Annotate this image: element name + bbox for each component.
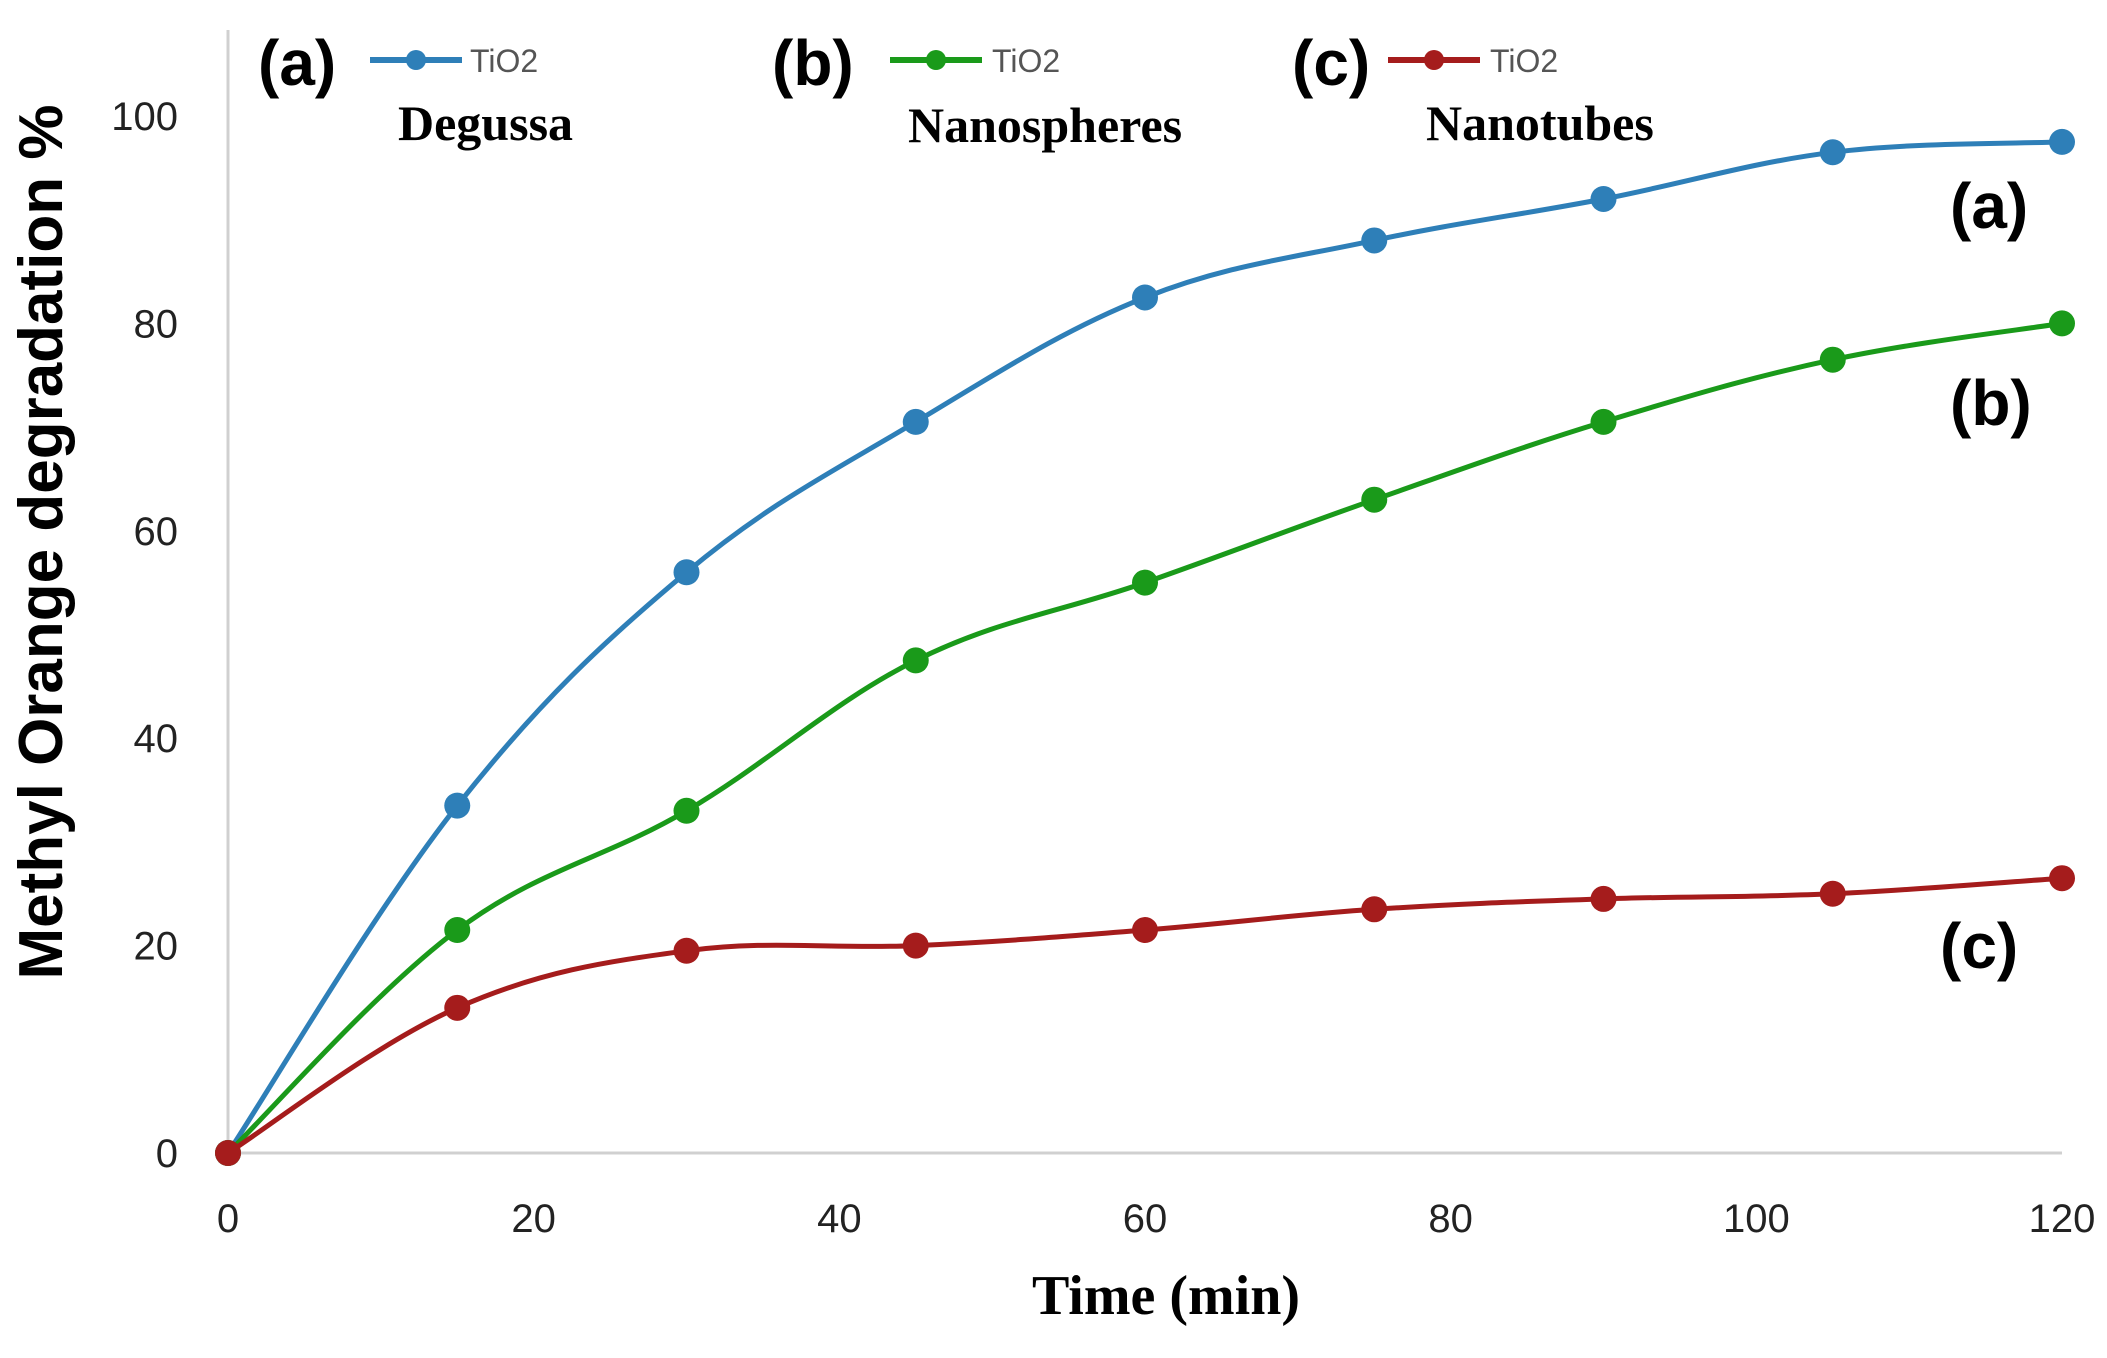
- y-tick-label: 60: [134, 510, 179, 554]
- y-tick-label: 20: [134, 925, 179, 969]
- x-tick-label: 20: [511, 1197, 556, 1241]
- curve-label-c: (c): [1940, 910, 2018, 982]
- data-point: [2049, 128, 2075, 155]
- x-tick-label: 40: [817, 1197, 862, 1241]
- data-point: [1819, 139, 1846, 166]
- legend-name-b: TiO2: [992, 43, 1060, 79]
- data-point: [1361, 486, 1388, 513]
- legend-tag-a: (a): [258, 27, 336, 99]
- legend-sub-c: Nanotubes: [1426, 95, 1654, 151]
- curve-labels: (a) (b) (c): [1940, 170, 2032, 982]
- legend-entry-a: (a) TiO2 Degussa: [258, 27, 573, 151]
- data-point: [444, 917, 471, 944]
- data-point: [902, 932, 929, 959]
- legend-tag-c: (c): [1292, 27, 1370, 99]
- x-axis-title: Time (min): [1032, 1265, 1300, 1327]
- data-point: [1590, 185, 1617, 212]
- data-point: [444, 792, 471, 819]
- data-point: [1590, 408, 1617, 435]
- x-tick-label: 100: [1723, 1197, 1790, 1241]
- curve-label-a: (a): [1950, 170, 2028, 242]
- legend-entry-b: (b) TiO2 Nanospheres: [772, 27, 1182, 153]
- x-tick-label: 120: [2029, 1197, 2096, 1241]
- series-degussa: [215, 128, 2075, 1166]
- y-tick-label: 100: [111, 95, 178, 139]
- axes: [226, 30, 2062, 1155]
- legend-name-c: TiO2: [1490, 43, 1558, 79]
- y-axis-title: Methyl Orange degradation %: [7, 104, 76, 979]
- data-point: [902, 647, 929, 674]
- data-point: [673, 937, 700, 964]
- x-tick-label: 60: [1123, 1197, 1168, 1241]
- data-point: [1819, 346, 1846, 373]
- data-point: [1132, 569, 1158, 596]
- data-point: [1361, 227, 1388, 254]
- data-point: [2049, 310, 2075, 337]
- legend: (a) TiO2 Degussa (b) TiO2 Nanospheres (c…: [258, 27, 1654, 153]
- data-point: [673, 797, 700, 824]
- x-tick-label: 0: [217, 1197, 239, 1241]
- legend-sub-b: Nanospheres: [908, 97, 1182, 153]
- x-tick-labels: 0 20 40 60 80 100 120: [217, 1197, 2096, 1241]
- data-point: [444, 994, 471, 1021]
- series-nanotubes: [215, 865, 2075, 1166]
- x-tick-label: 80: [1428, 1197, 1473, 1241]
- plot-series: [215, 128, 2075, 1166]
- data-point: [215, 1140, 241, 1166]
- legend-entry-c: (c) TiO2 Nanotubes: [1292, 27, 1654, 151]
- y-tick-label: 80: [134, 302, 179, 346]
- data-point: [1361, 896, 1388, 923]
- y-tick-labels: 0 20 40 60 80 100: [111, 95, 178, 1176]
- data-point: [673, 559, 700, 586]
- y-tick-label: 0: [156, 1132, 178, 1176]
- data-point: [2049, 865, 2075, 892]
- legend-sub-a: Degussa: [398, 95, 573, 151]
- legend-marker-a: [406, 50, 426, 70]
- legend-marker-c: [1424, 50, 1444, 70]
- data-point: [1819, 880, 1846, 907]
- legend-name-a: TiO2: [470, 43, 538, 79]
- data-point: [902, 408, 929, 435]
- data-point: [1590, 885, 1617, 912]
- legend-marker-b: [926, 50, 946, 70]
- data-point: [1132, 284, 1158, 311]
- curve-label-b: (b): [1950, 367, 2032, 439]
- y-tick-label: 40: [134, 717, 179, 761]
- series-nanospheres: [215, 310, 2075, 1166]
- legend-tag-b: (b): [772, 27, 854, 99]
- series-line: [226, 320, 2063, 1155]
- series-line: [225, 139, 2063, 1155]
- data-point: [1132, 917, 1158, 944]
